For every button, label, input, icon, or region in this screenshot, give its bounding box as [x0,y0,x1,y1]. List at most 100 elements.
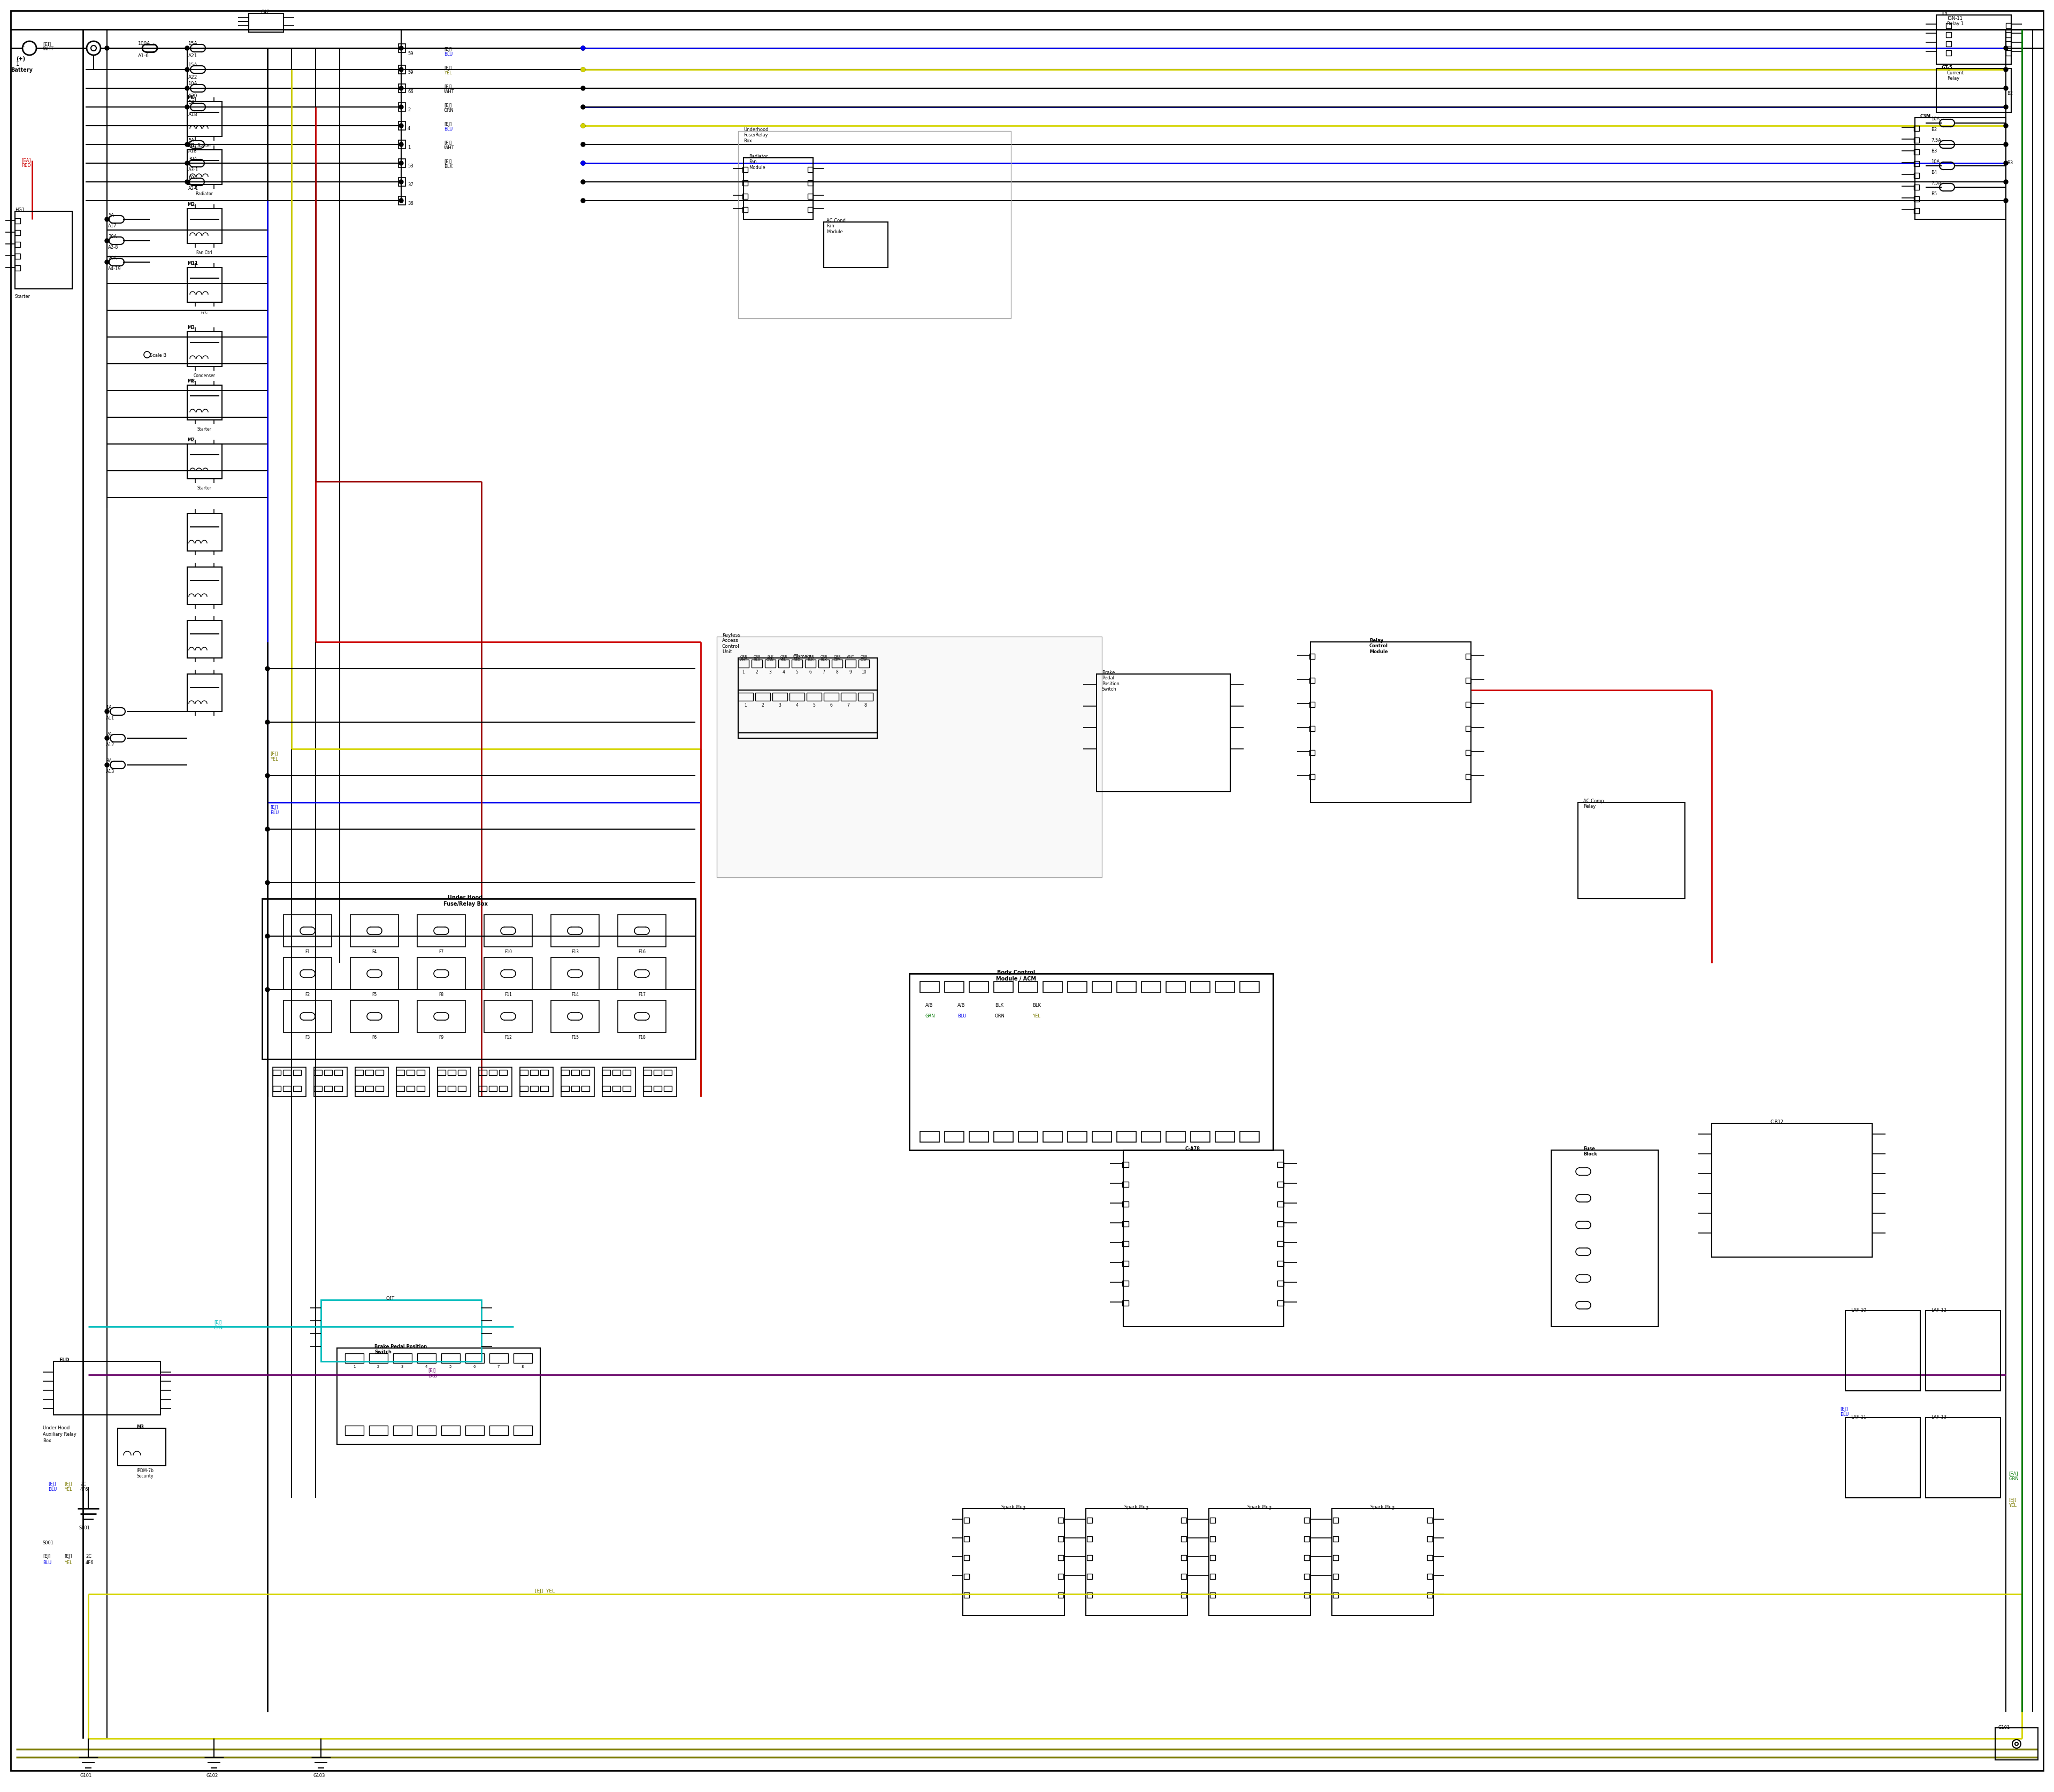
Text: Starter: Starter [197,486,212,491]
Bar [396,1068,429,1097]
Bar [351,1000,398,1032]
Bar [963,1536,969,1541]
Text: 1: 1 [21,43,25,48]
Circle shape [105,260,109,263]
Text: (+): (+) [16,56,25,61]
Bar [325,1070,333,1075]
Bar [1121,1220,1128,1226]
Bar [396,1070,405,1075]
Circle shape [2005,68,2009,72]
Bar [1945,32,1951,38]
Bar [355,1070,364,1075]
Bar [741,181,748,186]
Text: 5: 5 [450,1366,452,1369]
Bar [398,43,405,52]
Text: [EJ]
DkB: [EJ] DkB [427,1369,438,1378]
Circle shape [2005,161,2009,165]
Text: B3: B3 [1931,149,1937,154]
Bar [1927,1417,2001,1498]
Bar [1310,654,1315,659]
Circle shape [581,68,585,72]
Bar [1428,1536,1432,1541]
Text: 6: 6 [830,702,832,708]
Circle shape [398,199,403,202]
Bar [314,1070,322,1075]
Text: 4F6: 4F6 [86,1561,94,1564]
Circle shape [185,86,189,90]
Bar [1467,677,1471,683]
Text: 1: 1 [16,61,18,66]
Text: 2: 2 [407,108,411,113]
Text: 2: 2 [756,670,758,674]
Text: G101: G101 [1999,1726,2009,1729]
Bar [1087,1536,1093,1541]
Bar [1121,1181,1128,1186]
Bar [1428,1518,1432,1523]
Text: WHT: WHT [444,90,454,95]
Bar [1467,654,1471,659]
Text: F10: F10 [505,950,511,955]
Bar [283,1086,292,1091]
Bar [14,253,21,258]
Bar [622,1086,631,1091]
Bar [187,620,222,658]
Bar [448,1070,456,1075]
Bar [550,914,600,946]
Bar [1058,1555,1064,1561]
Bar [653,1086,661,1091]
Bar [561,1086,569,1091]
Bar [1278,1242,1284,1247]
Bar [1210,1573,1216,1579]
Bar [1121,1201,1128,1206]
Bar [273,1070,281,1075]
Bar [963,1518,969,1523]
Circle shape [265,826,269,831]
Bar [969,1131,988,1142]
Bar [514,1426,532,1435]
Bar [417,957,466,989]
Bar [370,1353,388,1364]
Circle shape [581,142,585,147]
Bar [366,1070,374,1075]
Bar [489,1070,497,1075]
Text: A11: A11 [107,715,115,720]
Bar [376,1070,384,1075]
Text: 4: 4 [425,1366,427,1369]
Bar [920,1131,939,1142]
Bar [370,1426,388,1435]
Bar [283,957,331,989]
Text: Body Control
Module / ACM: Body Control Module / ACM [996,969,1037,982]
Bar [817,659,830,668]
Text: 3: 3 [768,670,772,674]
Circle shape [2005,199,2009,202]
Text: 53: 53 [407,163,413,168]
Bar [963,1593,969,1598]
Circle shape [2005,142,2009,147]
Bar [1467,726,1471,731]
Bar [969,982,988,993]
Bar [1278,1301,1284,1306]
Bar [392,1353,413,1364]
Circle shape [185,47,189,50]
Text: Starter: Starter [14,294,31,299]
Bar [1428,1593,1432,1598]
Bar [1937,14,2011,65]
Bar [1241,1131,1259,1142]
Bar [1467,702,1471,708]
Text: ORR
RED: ORR RED [793,656,801,661]
Text: YEL: YEL [64,1561,72,1564]
Text: GRN: GRN [926,1014,935,1018]
Text: Relay
Control
Module: Relay Control Module [1370,638,1389,654]
Text: [EJ]  YEL: [EJ] YEL [534,1590,555,1593]
Text: WHT: WHT [846,656,854,658]
Text: 3A: 3A [107,758,111,763]
Text: [EJ]
BLU: [EJ] BLU [1840,1407,1849,1417]
Bar [1914,172,1918,177]
Bar [1711,1124,1871,1256]
Bar [1310,702,1315,708]
Text: RED: RED [21,163,31,168]
Bar [612,1070,620,1075]
Text: 60A: 60A [189,176,197,181]
Circle shape [265,720,269,724]
Bar [1304,1593,1310,1598]
